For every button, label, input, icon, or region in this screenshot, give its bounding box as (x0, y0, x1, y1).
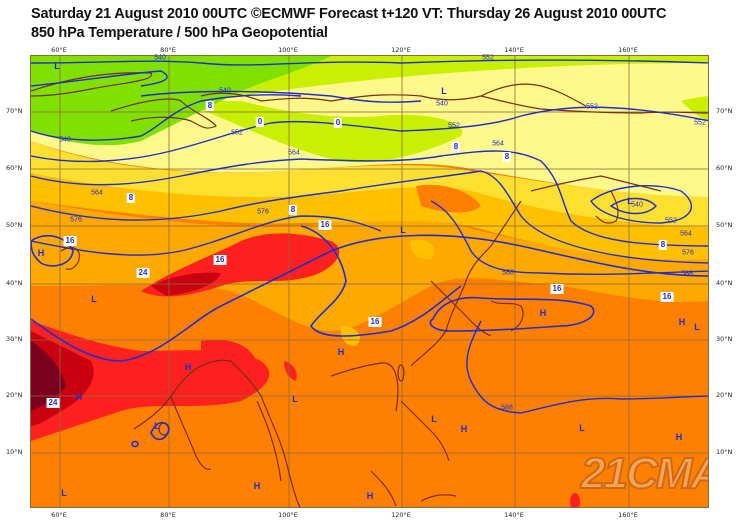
lon-label-80e-bottom: 80°E (160, 511, 176, 519)
geopotential-label: 564 (492, 140, 504, 148)
isotherm-label: 16 (318, 220, 332, 230)
geopotential-label: 552 (448, 122, 460, 130)
isotherm-label: 24 (46, 398, 60, 408)
high-pressure-marker: H (37, 248, 45, 258)
low-pressure-marker: L (91, 294, 97, 304)
lon-label-100e-bottom: 100°E (278, 511, 298, 519)
isotherm-label: 8 (126, 193, 136, 203)
low-pressure-marker: L (579, 423, 585, 433)
low-pressure-marker: L (154, 421, 160, 431)
high-pressure-marker: H (184, 362, 192, 372)
geopotential-label: 552 (231, 129, 243, 137)
lat-label-70n: 70°N (6, 107, 23, 115)
temperature-field (31, 56, 708, 507)
lon-label-80e: 80°E (160, 46, 176, 54)
lon-label-100e: 100°E (278, 46, 298, 54)
low-pressure-marker: L (431, 414, 437, 424)
low-pressure-marker: L (292, 394, 298, 404)
low-pressure-marker: L (627, 196, 633, 206)
isotherm-label: 8 (502, 152, 512, 162)
lat-label-40n-right: 40°N (716, 279, 733, 287)
geopotential-label: 564 (288, 149, 300, 157)
lon-label-60e: 60°E (51, 46, 67, 54)
geopotential-label: 540 (219, 87, 231, 95)
geopotential-contours (31, 59, 708, 414)
high-pressure-marker: H (460, 424, 468, 434)
geopotential-label: 552 (586, 103, 598, 111)
lat-label-10n-right: 10°N (716, 448, 733, 456)
high-pressure-marker: H (678, 317, 686, 327)
lat-label-50n-right: 50°N (716, 221, 733, 229)
isotherm-label: 16 (660, 292, 674, 302)
forecast-map[interactable]: 21CMA (30, 55, 709, 508)
lon-label-140e-bottom: 140°E (504, 511, 524, 519)
lat-label-60n-right: 60°N (716, 164, 733, 172)
lat-label-30n: 30°N (6, 335, 23, 343)
high-pressure-marker: H (337, 347, 345, 357)
coastlines (31, 72, 708, 507)
geopotential-label: 588 (681, 270, 693, 278)
geopotential-label: 540 (59, 136, 71, 144)
low-pressure-marker: L (441, 86, 447, 96)
isotherm-label: 8 (205, 101, 215, 111)
geopotential-label: 588 (501, 404, 513, 412)
geopotential-label: 576 (682, 249, 694, 257)
watermark-21cma: 21CMA (580, 448, 709, 499)
lon-label-120e-bottom: 120°E (391, 511, 411, 519)
lon-label-140e: 140°E (504, 46, 524, 54)
geopotential-label: 564 (680, 230, 692, 238)
lon-label-60e-bottom: 60°E (51, 511, 67, 519)
chart-title: Saturday 21 August 2010 00UTC ©ECMWF For… (31, 6, 667, 22)
lon-label-160e: 160°E (618, 46, 638, 54)
isotherm-label: 0 (333, 118, 343, 128)
lon-label-160e-bottom: 160°E (618, 511, 638, 519)
lat-label-20n: 20°N (6, 391, 23, 399)
geopotential-label: 540 (436, 100, 448, 108)
low-pressure-marker: L (694, 322, 700, 332)
geopotential-label: 576 (257, 208, 269, 216)
isotherm-label: 16 (63, 236, 77, 246)
isotherm-label: 0 (255, 117, 265, 127)
lon-label-120e: 120°E (391, 46, 411, 54)
graticule (31, 56, 708, 507)
high-pressure-marker: H (253, 481, 261, 491)
isotherm-label: 8 (451, 142, 461, 152)
lat-label-50n: 50°N (6, 221, 23, 229)
isotherm-label: 8 (658, 240, 668, 250)
geopotential-label: 588 (502, 269, 514, 277)
geopotential-label: 540 (154, 54, 166, 62)
geopotential-label: 552 (665, 217, 677, 225)
geopotential-label: 576 (70, 216, 82, 224)
isotherm-label: 16 (550, 284, 564, 294)
geopotential-label: 552 (482, 54, 494, 62)
lat-label-70n-right: 70°N (716, 107, 733, 115)
isotherm-label: 24 (136, 268, 150, 278)
geopotential-label: 540 (631, 201, 643, 209)
high-pressure-marker: H (675, 432, 683, 442)
lat-label-10n: 10°N (6, 448, 23, 456)
low-pressure-marker: L (61, 488, 67, 498)
lat-label-40n: 40°N (6, 279, 23, 287)
isotherm-label: 16 (213, 255, 227, 265)
lat-label-60n: 60°N (6, 164, 23, 172)
geopotential-label: 564 (91, 189, 103, 197)
low-pressure-marker: L (400, 225, 406, 235)
chart-subtitle: 850 hPa Temperature / 500 hPa Geopotenti… (31, 25, 328, 41)
high-pressure-marker: H (75, 392, 83, 402)
geopotential-label: 552 (694, 119, 706, 127)
isotherm-label: 16 (368, 317, 382, 327)
lat-label-30n-right: 30°N (716, 335, 733, 343)
high-pressure-marker: H (539, 308, 547, 318)
high-pressure-marker: H (366, 491, 374, 501)
low-pressure-marker: L (54, 61, 60, 71)
isotherm-label: 8 (288, 205, 298, 215)
lat-label-20n-right: 20°N (716, 391, 733, 399)
temperature-isotherms (31, 225, 708, 448)
